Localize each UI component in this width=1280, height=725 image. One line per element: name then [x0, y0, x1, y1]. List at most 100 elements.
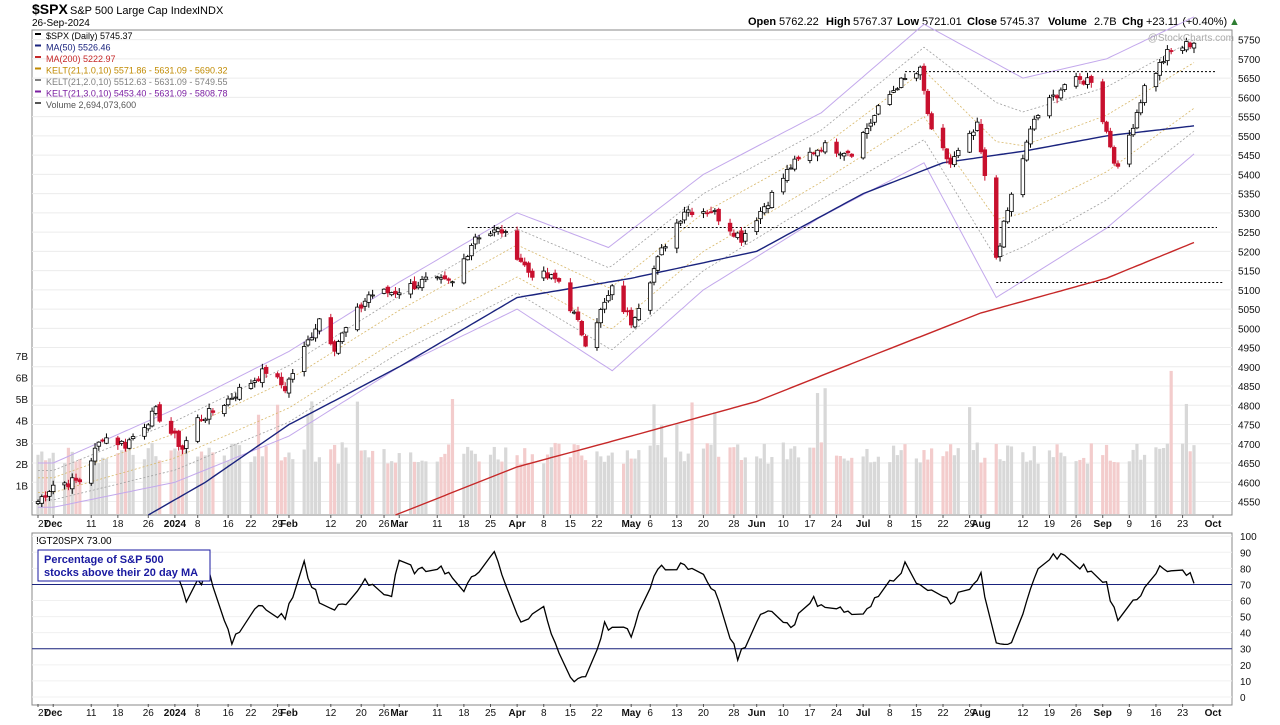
legend-entry: KELT(21,2.0,10) 5512.63 - 5631.09 - 5749… [46, 77, 227, 87]
candle-body [397, 292, 402, 295]
price-tick-label: 4700 [1238, 440, 1261, 451]
volume-bar [234, 443, 238, 514]
candle-body [115, 437, 121, 446]
x-tick-label: Dec [44, 519, 63, 530]
volume-bar [1158, 448, 1162, 514]
candle-body [168, 420, 174, 434]
volume-bar [690, 402, 694, 514]
candle-body [1028, 128, 1033, 145]
price-tick-label: 4900 [1238, 363, 1261, 374]
volume-bar [333, 444, 337, 514]
candle-body [594, 322, 600, 348]
volume-bar [199, 451, 204, 514]
volume-bar [846, 460, 850, 514]
x-tick-label: 17 [804, 708, 816, 719]
volume-bar [785, 459, 789, 514]
candle-body [971, 131, 976, 136]
x-tick-label: 16 [1150, 708, 1162, 719]
candle-body [62, 482, 67, 486]
volume-bar [975, 442, 979, 514]
volume-bar [686, 453, 690, 514]
x-tick-label: Sep [1094, 519, 1112, 530]
volume-bar [789, 448, 793, 514]
volume-bar [1074, 461, 1078, 514]
price-tick-label: 4800 [1238, 401, 1261, 412]
volume-tick-label: 3B [16, 438, 29, 449]
candle-body [237, 386, 242, 400]
low-value: 5721.01 [922, 16, 962, 28]
price-tick-label: 4550 [1238, 498, 1261, 509]
high-label: High [826, 16, 851, 28]
x-tick-label: 22 [245, 708, 257, 719]
volume-bar [97, 463, 101, 514]
candle-body [492, 229, 497, 233]
price-gridlines [32, 39, 1232, 503]
candle-body [514, 230, 520, 260]
candle-body [994, 177, 999, 258]
x-tick-label: 10 [778, 519, 790, 530]
candle-body [651, 268, 657, 283]
candle-body [834, 141, 839, 154]
volume-bar [253, 456, 257, 514]
candle-body [522, 261, 527, 266]
candle-body [203, 418, 208, 422]
candle-body [465, 256, 470, 261]
x-tick-label: 16 [223, 708, 235, 719]
exchange-label: INDX [197, 5, 224, 17]
volume-bar [553, 442, 557, 514]
candle-body [435, 276, 440, 279]
x-tick-label: Sep [1094, 708, 1112, 719]
volume-bar [1101, 455, 1105, 514]
candle-body [530, 270, 535, 278]
volume-bar [709, 444, 713, 514]
volume-bar [450, 399, 455, 514]
volume-bar [329, 449, 333, 514]
legend-swatch [35, 44, 41, 47]
x-tick-label: 24 [831, 708, 843, 719]
volume-bar [291, 459, 295, 514]
candle-body [73, 477, 79, 481]
candle-body [921, 65, 927, 91]
volume-bar [340, 442, 344, 514]
volume-bar [101, 457, 105, 514]
legend-swatch [35, 67, 41, 70]
volume-bar [367, 457, 371, 514]
volume-bar [956, 448, 960, 514]
volume-bar [287, 452, 291, 514]
volume-bar [477, 461, 481, 514]
volume-bar [104, 458, 109, 514]
candle-body [199, 419, 204, 421]
candle-body [39, 496, 45, 504]
volume-bar [492, 446, 496, 514]
candle-body [301, 346, 307, 372]
candle-body [940, 127, 946, 149]
volume-bar [496, 459, 500, 514]
x-tick-label: 24 [831, 519, 843, 530]
volume-bar [1169, 370, 1173, 514]
volume-bar [660, 425, 664, 514]
volume-bar [1142, 454, 1147, 514]
volume-bar [599, 456, 603, 514]
volume-bar [602, 461, 607, 514]
candle-body [1153, 73, 1159, 88]
volume-bar [739, 460, 744, 514]
open-label: Open [748, 16, 776, 28]
candle-body [636, 308, 642, 321]
volume-bar [393, 462, 398, 514]
price-tick-label: 5150 [1238, 267, 1261, 278]
volume-bar [865, 448, 869, 514]
x-tick-label: 29 [964, 519, 976, 530]
x-tick-label: 20 [356, 708, 368, 719]
volume-bar [1051, 457, 1055, 514]
volume-bar [1036, 463, 1040, 514]
volume-bar [1104, 444, 1109, 514]
candle-body [279, 376, 284, 386]
volume-bar [572, 444, 576, 514]
x-tick-label: 18 [458, 708, 470, 719]
volume-bar [158, 460, 162, 514]
candle-body [765, 205, 771, 209]
candle-body [499, 229, 505, 234]
candle-body [549, 274, 554, 279]
